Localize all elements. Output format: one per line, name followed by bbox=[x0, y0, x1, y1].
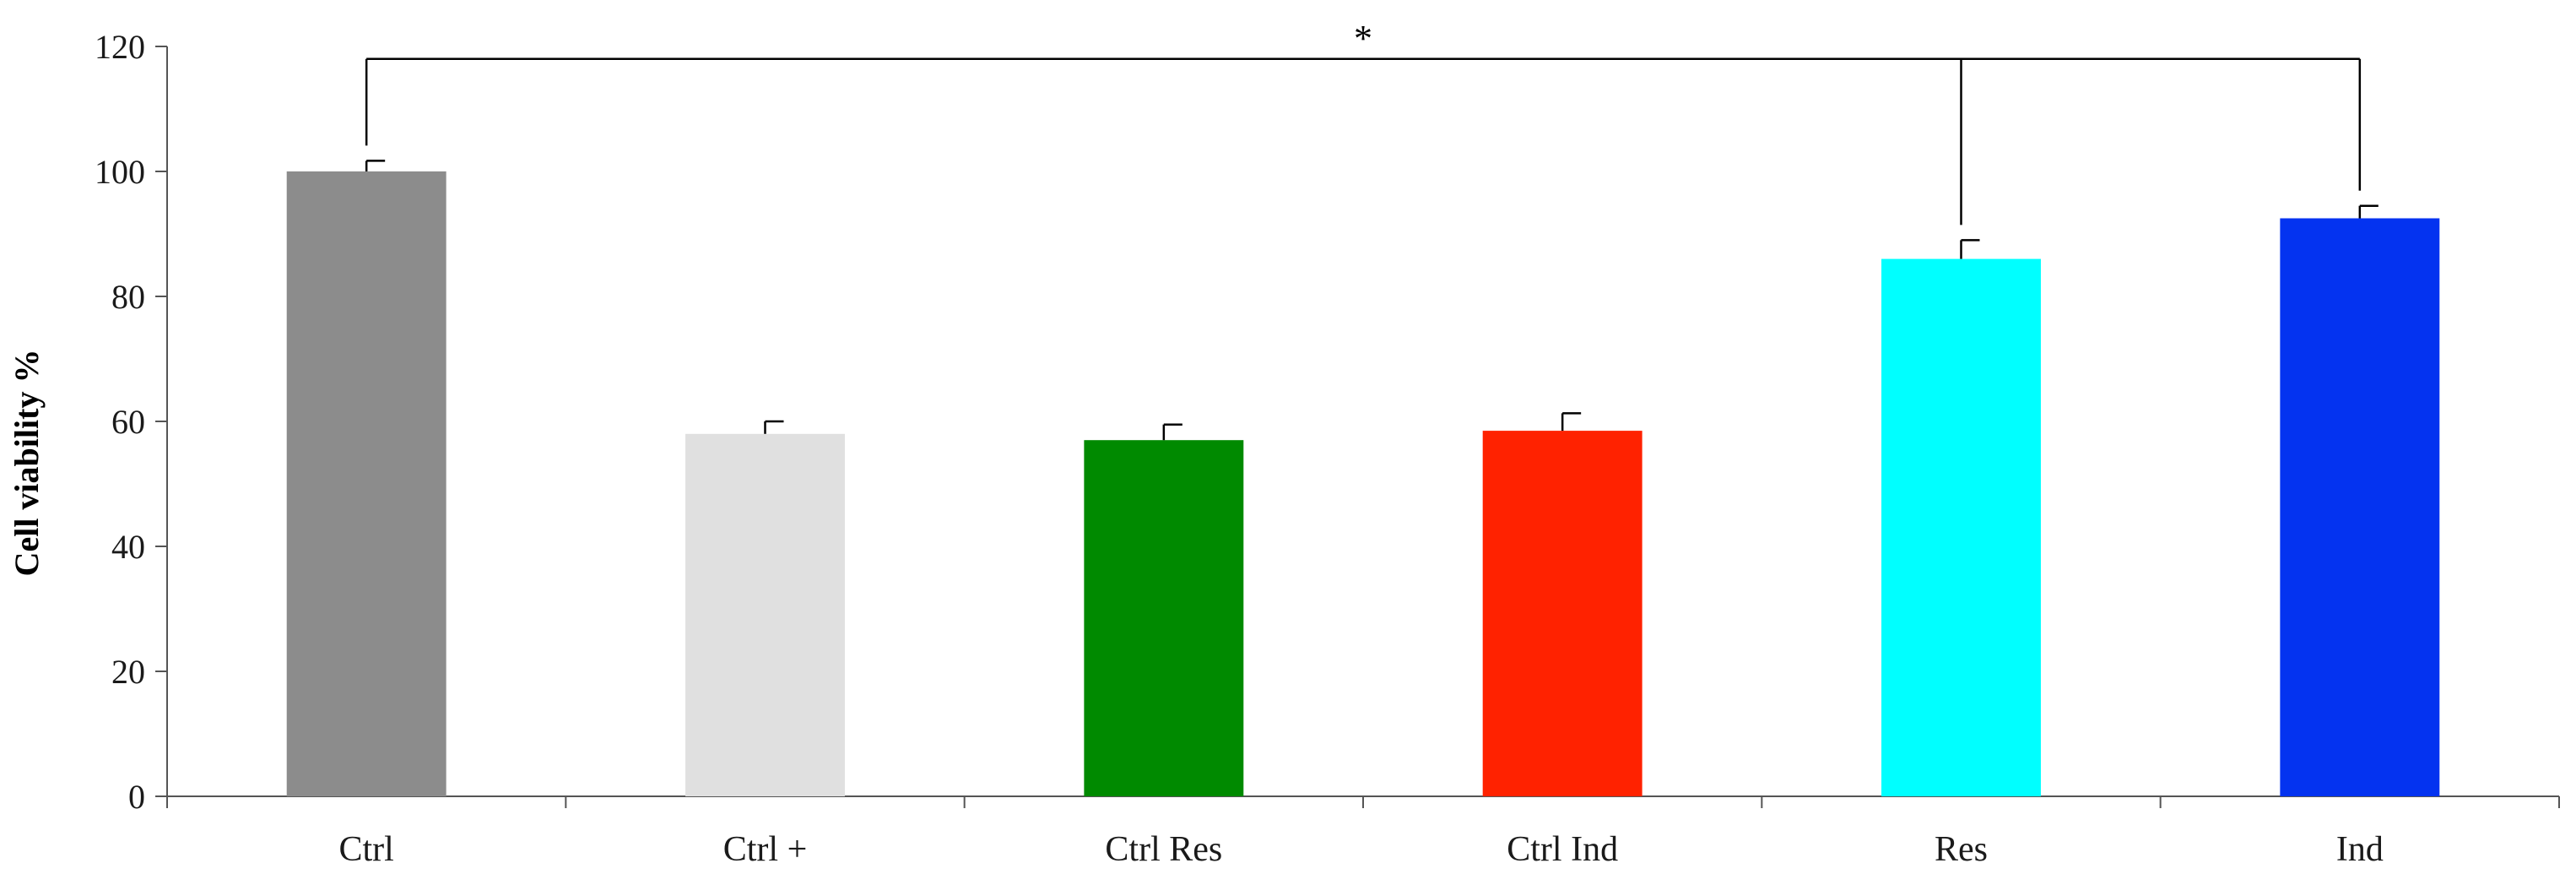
x-category-label: Res bbox=[1935, 830, 1988, 869]
x-category-label: Ctrl Ind bbox=[1507, 830, 1618, 869]
y-tick-label-100: 100 bbox=[95, 153, 145, 191]
x-category-label: Ctrl Res bbox=[1105, 830, 1222, 869]
chart-axes: 0 20 40 60 80 100 120 Ctrl Ctrl + Ctrl Res Ctrl In… bbox=[95, 28, 2560, 869]
chart-bars bbox=[286, 171, 2440, 797]
bar-ctrl bbox=[286, 171, 446, 796]
bar-ind bbox=[2280, 218, 2440, 796]
bar-ctrl-ind bbox=[1482, 431, 1642, 796]
y-tick-label-40: 40 bbox=[111, 528, 145, 566]
y-tick-label-60: 60 bbox=[111, 403, 145, 441]
bar-ctrl-res bbox=[1084, 440, 1244, 796]
y-tick-label-0: 0 bbox=[128, 778, 145, 816]
x-category-label: Ctrl bbox=[338, 830, 393, 869]
y-tick-label-80: 80 bbox=[111, 278, 145, 316]
bar-ctrl- bbox=[685, 433, 845, 796]
y-axis-label: Cell viability % bbox=[8, 350, 46, 577]
y-tick-label-20: 20 bbox=[111, 653, 145, 691]
chart-error-bars bbox=[365, 160, 2378, 441]
significance-star: * bbox=[1354, 18, 1372, 59]
x-category-label: Ctrl + bbox=[723, 830, 808, 869]
bar-res bbox=[1881, 258, 2041, 797]
x-category-label: Ind bbox=[2336, 830, 2384, 869]
y-tick-label-120: 120 bbox=[95, 28, 145, 66]
significance-bracket: * bbox=[365, 18, 2362, 225]
